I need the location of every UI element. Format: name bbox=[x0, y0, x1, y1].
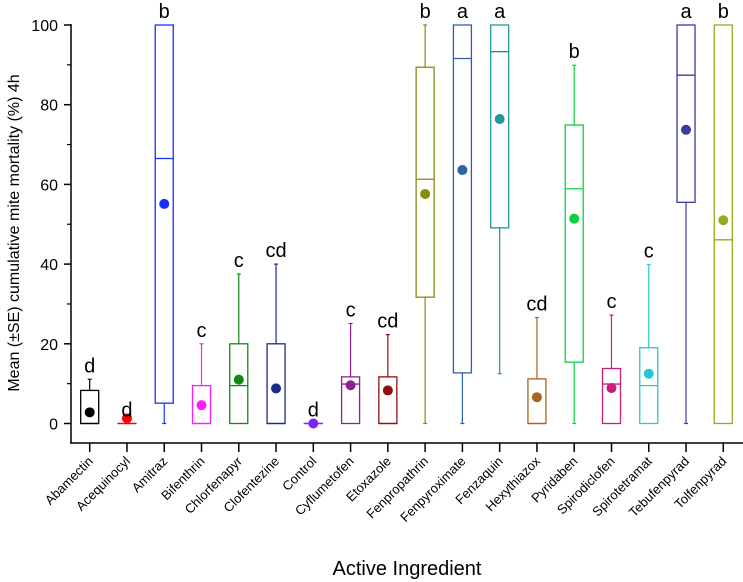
axes bbox=[70, 24, 743, 444]
mean-point bbox=[382, 385, 393, 396]
box-clofentezine: cd bbox=[265, 240, 287, 425]
box-etoxazole: cd bbox=[377, 311, 398, 425]
mean-point bbox=[345, 380, 356, 391]
significance-letter: c bbox=[234, 250, 244, 272]
significance-letter: a bbox=[494, 1, 506, 23]
box-iqr bbox=[229, 343, 249, 425]
significance-letter: b bbox=[718, 1, 729, 23]
box-pyridaben: b bbox=[564, 41, 584, 425]
y-tick-label: 0 bbox=[49, 417, 58, 434]
mean-point bbox=[569, 213, 580, 224]
mean-point bbox=[308, 418, 319, 429]
mean-point bbox=[494, 114, 505, 125]
box-tebufenpyrad: a bbox=[676, 1, 696, 425]
box-fenpropathrin: b bbox=[415, 1, 435, 425]
y-tick-label: 60 bbox=[40, 177, 58, 194]
significance-letter: c bbox=[197, 320, 207, 342]
y-tick-label: 20 bbox=[40, 337, 58, 354]
box-iqr bbox=[490, 24, 510, 229]
significance-letter: b bbox=[569, 41, 580, 63]
box-iqr bbox=[601, 367, 622, 425]
significance-letter: cd bbox=[526, 293, 547, 315]
x-tick-label: Fenpyroximate bbox=[397, 454, 468, 525]
box-fenzaquin: a bbox=[490, 1, 510, 375]
mean-point bbox=[718, 215, 729, 226]
x-axis-title: Active Ingredient bbox=[333, 558, 482, 580]
box-fenpyroximate: a bbox=[452, 1, 473, 425]
mean-point bbox=[271, 383, 282, 394]
box-tolfenpyrad: b bbox=[713, 1, 733, 425]
significance-letter: d bbox=[308, 400, 319, 422]
box-spirodiclofen: c bbox=[601, 291, 622, 425]
significance-letter: c bbox=[644, 240, 654, 262]
mean-point bbox=[420, 188, 431, 199]
significance-letter: b bbox=[159, 1, 170, 23]
mean-point bbox=[196, 400, 207, 411]
box-iqr bbox=[378, 376, 398, 425]
box-chlorfenapyr: c bbox=[229, 250, 249, 425]
box-abamectin: d bbox=[80, 355, 100, 425]
y-axis-title: Mean (±SE) cumulative mite mortality (%)… bbox=[6, 74, 23, 391]
y-tick-label: 40 bbox=[40, 257, 58, 274]
mean-point bbox=[457, 165, 468, 176]
box-hexythiazox: cd bbox=[526, 293, 548, 425]
y-tick-label: 80 bbox=[40, 98, 58, 115]
mean-point bbox=[121, 413, 132, 424]
mean-point bbox=[84, 407, 95, 418]
box-iqr bbox=[415, 66, 435, 298]
significance-letter: a bbox=[680, 1, 692, 23]
significance-letter: cd bbox=[265, 240, 286, 262]
box-spirotetramat: c bbox=[639, 240, 659, 425]
mean-point bbox=[159, 198, 170, 209]
box-iqr bbox=[340, 376, 361, 425]
y-ticks: 0 20 40 60 80 100 bbox=[31, 18, 71, 434]
mean-point bbox=[643, 368, 654, 379]
mean-point bbox=[606, 383, 617, 394]
box-control: d bbox=[303, 400, 323, 429]
box-iqr bbox=[80, 389, 100, 425]
box-iqr bbox=[676, 24, 696, 203]
y-tick-label: 100 bbox=[31, 18, 58, 35]
box-cyflumetofen: c bbox=[340, 299, 361, 425]
box-iqr bbox=[452, 24, 473, 374]
significance-letter: b bbox=[420, 1, 431, 23]
box-bifenthrin: c bbox=[191, 320, 212, 425]
significance-letter: a bbox=[457, 1, 469, 23]
mean-point bbox=[233, 374, 244, 385]
box-iqr bbox=[154, 24, 174, 404]
significance-letter: c bbox=[346, 299, 356, 321]
significance-letter: cd bbox=[377, 311, 398, 333]
box-acequinocyl: d bbox=[117, 400, 137, 425]
significance-letter: d bbox=[84, 355, 95, 377]
x-ticks: AbamectinAcequinocylAmitrazBifenthrinChl… bbox=[42, 443, 729, 525]
mean-point bbox=[531, 392, 542, 403]
significance-letter: c bbox=[606, 291, 616, 313]
box-amitraz: b bbox=[154, 1, 174, 425]
box-iqr bbox=[713, 24, 733, 425]
mean-point bbox=[681, 124, 692, 135]
box-iqr bbox=[564, 124, 584, 363]
significance-letter: d bbox=[121, 400, 132, 422]
